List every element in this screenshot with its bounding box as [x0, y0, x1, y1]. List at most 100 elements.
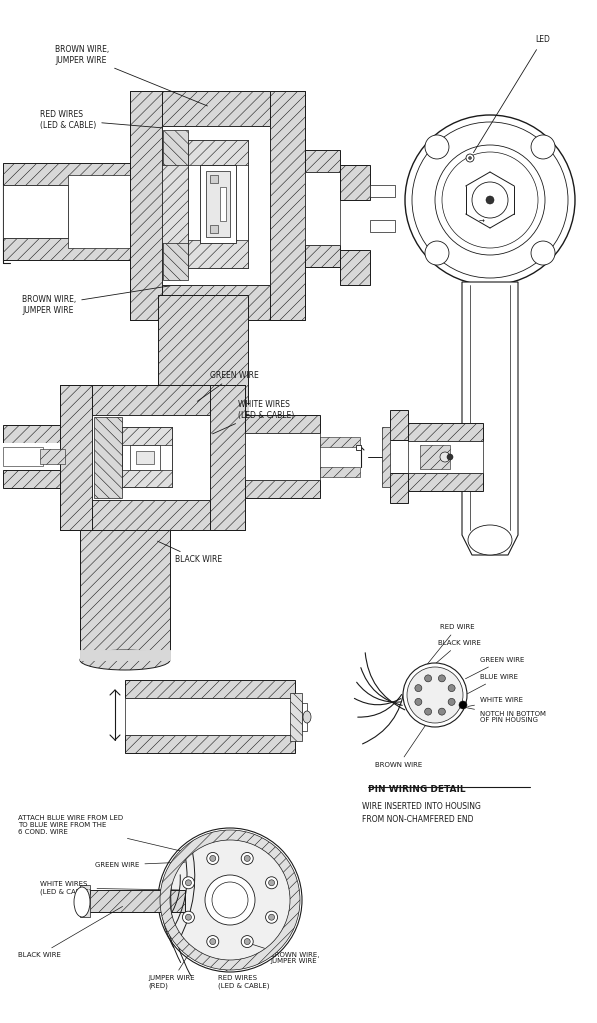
Circle shape [415, 699, 422, 706]
Circle shape [186, 915, 192, 921]
Circle shape [269, 915, 275, 921]
Circle shape [424, 675, 432, 682]
Text: BROWN WIRE: BROWN WIRE [375, 725, 426, 768]
Text: GREEN WIRE: GREEN WIRE [95, 862, 185, 868]
Bar [3, 425, 63, 443]
Circle shape [241, 852, 253, 864]
Bar [200, 165, 236, 243]
Circle shape [241, 936, 253, 947]
Bar [68, 175, 155, 248]
Bar [158, 295, 248, 415]
Bar [356, 445, 361, 450]
Bar [130, 91, 305, 126]
Bar [3, 447, 43, 466]
Bar [340, 250, 370, 285]
Bar [408, 422, 483, 441]
Bar [210, 385, 245, 530]
Circle shape [210, 938, 216, 944]
Text: WIRE INSERTED INTO HOUSING: WIRE INSERTED INTO HOUSING [362, 802, 481, 811]
Circle shape [244, 938, 250, 944]
Circle shape [207, 852, 219, 864]
Bar [408, 473, 483, 491]
Circle shape [407, 667, 463, 723]
Text: FROM NON-CHAMFERED END: FROM NON-CHAMFERED END [362, 815, 473, 824]
Circle shape [212, 882, 248, 918]
Text: BLACK WIRE: BLACK WIRE [18, 906, 122, 958]
Circle shape [447, 454, 453, 460]
Bar [305, 150, 340, 172]
Bar [92, 415, 210, 500]
Bar [408, 441, 483, 473]
Circle shape [466, 154, 474, 162]
Bar [340, 165, 370, 201]
Text: BLACK WIRE: BLACK WIRE [158, 541, 222, 565]
Circle shape [469, 157, 472, 160]
Text: BROWN WIRE,
JUMPER WIRE: BROWN WIRE, JUMPER WIRE [248, 943, 319, 965]
Bar [60, 385, 92, 530]
Circle shape [442, 152, 538, 248]
Bar [3, 163, 158, 185]
Bar [382, 427, 390, 487]
Bar [245, 480, 320, 498]
Bar [163, 130, 188, 280]
Circle shape [438, 675, 445, 682]
Circle shape [472, 182, 508, 218]
Circle shape [425, 241, 449, 265]
Bar [290, 693, 302, 741]
Circle shape [486, 196, 494, 204]
Circle shape [266, 911, 278, 923]
Circle shape [158, 828, 302, 972]
Bar [80, 650, 170, 660]
Bar [270, 91, 305, 320]
Bar [94, 417, 122, 498]
Bar [245, 433, 320, 480]
Bar [420, 445, 450, 469]
Bar [245, 415, 320, 433]
Bar [390, 410, 408, 440]
Text: ATTACH BLUE WIRE FROM LED
TO BLUE WIRE FROM THE
6 COND. WIRE: ATTACH BLUE WIRE FROM LED TO BLUE WIRE F… [18, 815, 182, 851]
Bar [3, 238, 158, 260]
Text: BROWN WIRE,
JUMPER WIRE: BROWN WIRE, JUMPER WIRE [55, 45, 207, 106]
Bar [130, 91, 162, 320]
Text: NOTCH IN BOTTOM
OF PIN HOUSING: NOTCH IN BOTTOM OF PIN HOUSING [466, 708, 546, 723]
Ellipse shape [80, 650, 170, 670]
Ellipse shape [468, 525, 512, 555]
Bar [3, 443, 63, 470]
Circle shape [415, 684, 422, 692]
Circle shape [266, 877, 278, 889]
Text: BLUE WIRE: BLUE WIRE [467, 674, 518, 694]
Circle shape [165, 835, 295, 965]
Bar [122, 427, 172, 487]
Bar [136, 451, 154, 464]
Ellipse shape [303, 711, 311, 723]
Bar [80, 885, 90, 917]
Bar [188, 140, 248, 268]
Text: →: → [478, 185, 486, 195]
Bar [122, 470, 172, 487]
Ellipse shape [158, 405, 248, 425]
Text: GREEN WIRE: GREEN WIRE [466, 657, 524, 678]
Circle shape [403, 663, 467, 727]
Bar [125, 680, 295, 698]
Bar [60, 500, 245, 530]
Bar [370, 220, 395, 232]
Circle shape [186, 880, 192, 886]
Text: →: → [479, 219, 485, 225]
Bar [80, 530, 170, 660]
Circle shape [448, 699, 455, 706]
Circle shape [435, 145, 545, 255]
Text: RED WIRE: RED WIRE [427, 624, 475, 665]
Bar [130, 285, 305, 320]
Circle shape [207, 936, 219, 947]
Circle shape [425, 135, 449, 159]
Circle shape [210, 855, 216, 861]
Bar [60, 385, 245, 415]
Circle shape [183, 911, 195, 923]
Bar [302, 703, 307, 731]
Bar [3, 470, 63, 488]
Bar [85, 890, 185, 911]
Bar [130, 445, 160, 470]
Circle shape [424, 708, 432, 715]
Circle shape [448, 684, 455, 692]
Bar [320, 468, 360, 477]
